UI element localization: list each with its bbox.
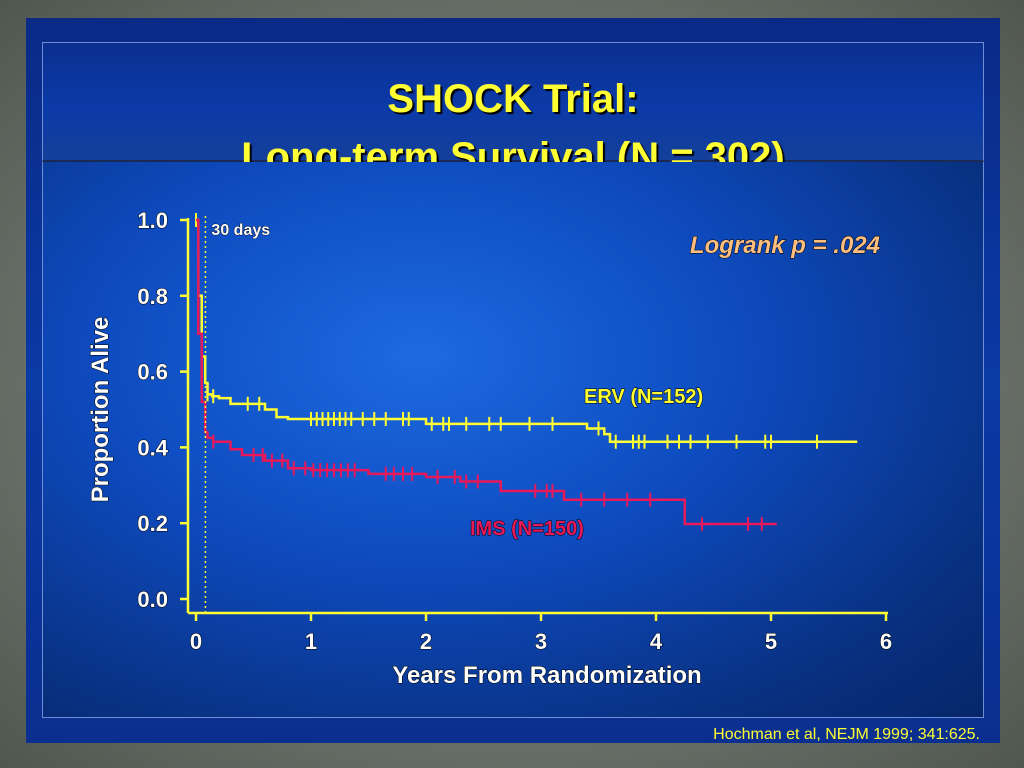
x-tick-label: 6 — [880, 629, 892, 654]
x-tick-label: 4 — [650, 629, 663, 654]
thirty-days-label: 30 days — [211, 222, 270, 239]
y-tick-label: 0.0 — [137, 587, 168, 612]
ims-series-label: IMS (N=150) — [470, 518, 584, 540]
y-tick-label: 1.0 — [137, 208, 168, 233]
x-tick-label: 2 — [420, 629, 432, 654]
y-tick-label: 0.6 — [137, 360, 168, 385]
x-tick-label: 3 — [535, 629, 547, 654]
citation: Hochman et al, NEJM 1999; 341:625. — [713, 726, 980, 743]
logrank-annotation: Logrank p = .024 — [690, 232, 880, 259]
x-axis-label: Years From Randomization — [392, 662, 701, 689]
y-axis-ticks: 0.0 0.2 0.4 0.6 0.8 1.0 — [137, 208, 188, 613]
y-axis-label: Proportion Alive — [87, 317, 114, 503]
y-tick-label: 0.4 — [137, 435, 168, 460]
x-axis-ticks: 0 1 2 3 4 5 6 — [189, 613, 893, 655]
x-tick-label: 0 — [190, 629, 202, 654]
slide-title: SHOCK Trial: — [387, 77, 639, 121]
ims-survival-line — [196, 218, 777, 526]
x-tick-label: 1 — [305, 629, 317, 654]
x-tick-label: 5 — [765, 629, 777, 654]
y-tick-label: 0.8 — [137, 284, 168, 309]
ims-censor-marks — [212, 434, 763, 531]
erv-series-label: ERV (N=152) — [584, 386, 703, 408]
y-tick-label: 0.2 — [137, 511, 168, 536]
